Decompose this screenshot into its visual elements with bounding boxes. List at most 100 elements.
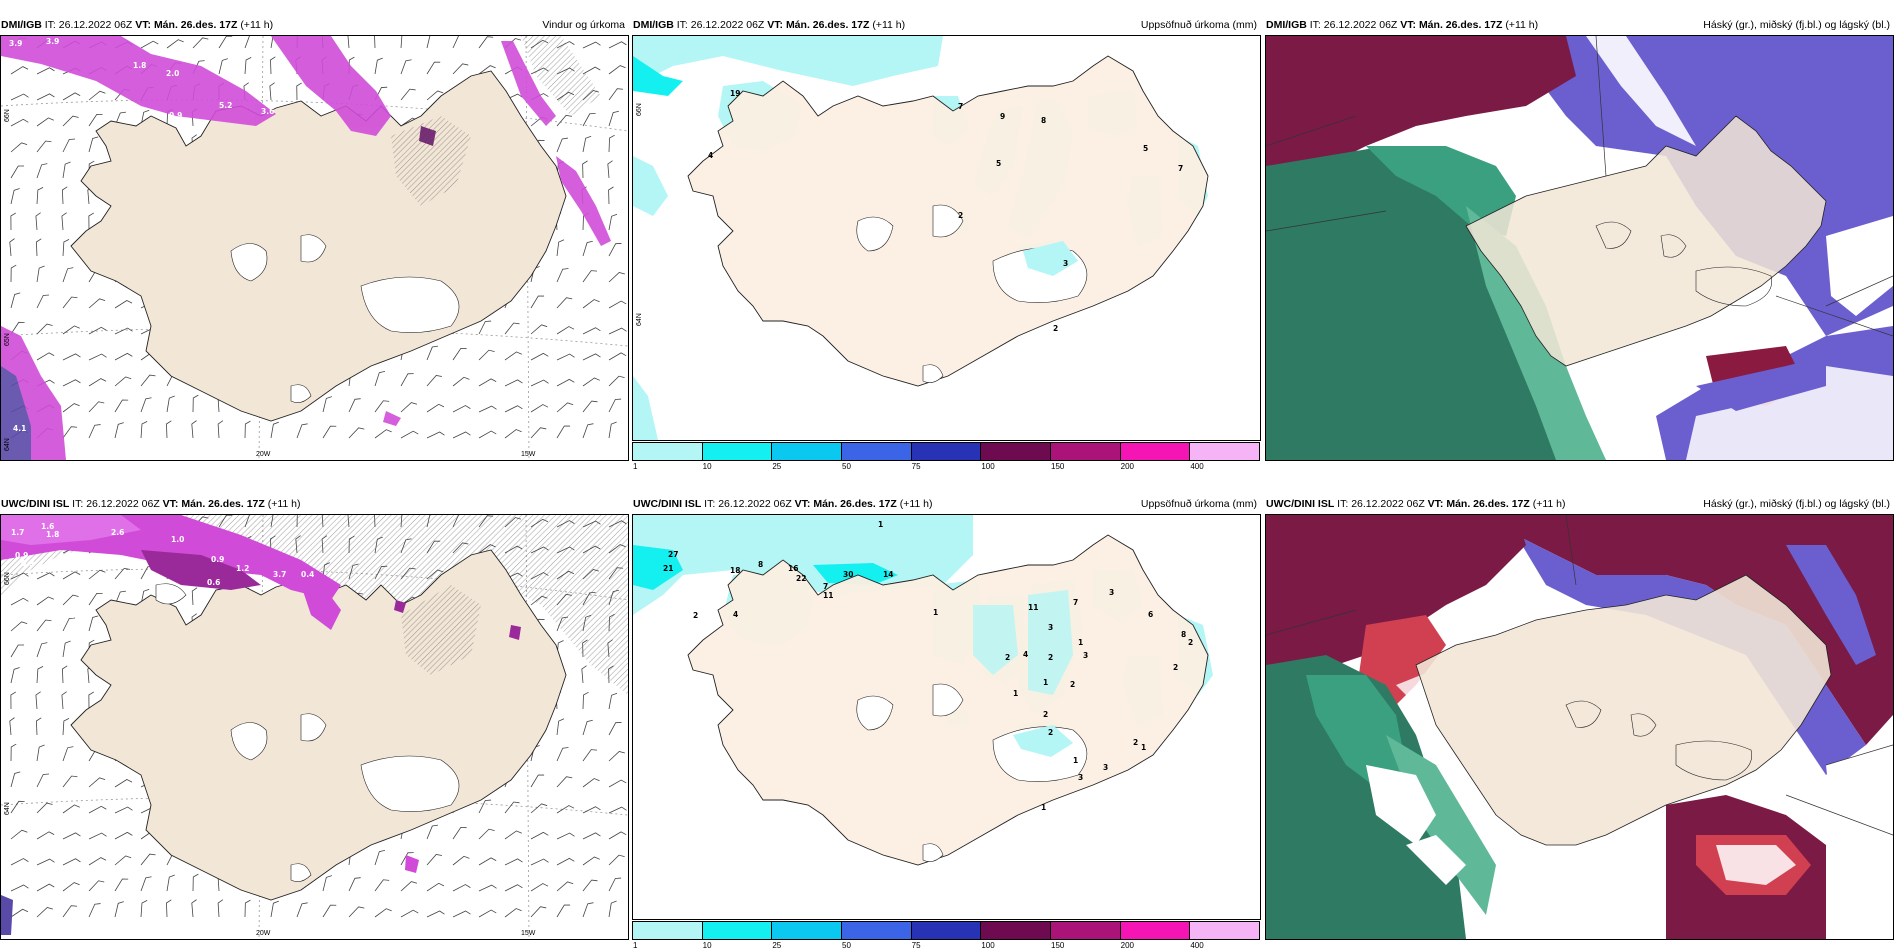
wind-barb xyxy=(10,66,29,75)
wind-barb xyxy=(88,903,101,918)
panel-header: DMI/IGB IT: 26.12.2022 06Z VT: Mán. 26.d… xyxy=(0,15,629,35)
wind-barb xyxy=(608,421,617,439)
wind-barb xyxy=(62,775,78,788)
legend-label: 10 xyxy=(702,941,712,950)
wind-barb xyxy=(581,665,587,684)
wind-barb xyxy=(61,212,67,231)
wind-barb xyxy=(530,906,547,918)
wind-barb xyxy=(140,853,156,866)
legend-swatch xyxy=(980,442,1051,461)
panel-uwc-clouds: UWC/DINI ISL IT: 26.12.2022 06Z VT: Mán.… xyxy=(1265,494,1894,940)
wind-barb xyxy=(114,855,132,866)
legend-swatch xyxy=(701,442,773,461)
accum-value: 16 xyxy=(788,564,798,573)
wind-barb xyxy=(556,114,572,127)
wind-barb xyxy=(530,379,549,387)
wind-barb xyxy=(35,691,41,710)
wind-barb xyxy=(348,877,361,892)
model-name: UWC/DINI ISL xyxy=(1,498,70,510)
wind-barb xyxy=(296,902,308,918)
wind-barb xyxy=(530,352,549,361)
product-title: Vindur og úrkoma xyxy=(542,19,625,31)
wind-barb xyxy=(88,569,106,580)
precip-value-labels: 1.7 1.6 1.8 0.9 0.9 2.6 1.0 0.9 1.2 3.7 … xyxy=(11,522,314,620)
legend-swatch xyxy=(771,442,842,461)
legend-label: 75 xyxy=(911,941,921,950)
wind-barb xyxy=(36,665,44,684)
accum-value: 6 xyxy=(1148,610,1153,619)
wind-barb xyxy=(140,421,148,439)
wind-barb xyxy=(530,427,547,439)
wind-barb xyxy=(217,899,224,918)
model-name: DMI/IGB xyxy=(1,19,42,31)
wind-barb xyxy=(556,402,574,413)
wind-barb xyxy=(36,744,45,762)
map-svg xyxy=(1266,515,1893,939)
wind-barb xyxy=(426,854,443,866)
lon-label: 20W xyxy=(256,451,271,458)
wind-barb xyxy=(140,40,159,49)
wind-barb xyxy=(10,800,25,814)
precip-value: 0.9 xyxy=(169,111,182,120)
accum-value: 3 xyxy=(1048,623,1053,632)
wind-barb xyxy=(530,883,549,892)
it-value: 26.12.2022 06Z xyxy=(690,19,765,31)
wind-barb xyxy=(452,910,471,918)
wind-barb xyxy=(62,353,81,361)
wind-barb xyxy=(347,36,353,49)
wind-barb xyxy=(166,39,184,49)
wind-barb xyxy=(426,403,445,413)
map-svg: 3.9 3.9 1.8 2.0 5.2 3.6 0.9 4.1 20W 15W … xyxy=(1,36,628,460)
wind-barb xyxy=(530,803,548,814)
lat-label: 66N xyxy=(4,109,11,122)
wind-barb xyxy=(582,41,601,49)
wind-barb xyxy=(36,883,55,892)
wind-barb xyxy=(218,36,233,49)
wind-barb xyxy=(608,134,615,153)
wind-barb xyxy=(608,352,627,361)
wind-barb xyxy=(88,136,99,153)
wind-barb xyxy=(322,396,333,413)
accum-value: 7 xyxy=(958,102,963,111)
wind-barb xyxy=(400,909,419,918)
panel-dmi-wind-precip: DMI/IGB IT: 26.12.2022 06Z VT: Mán. 26.d… xyxy=(0,15,629,461)
wind-barb xyxy=(88,805,107,814)
accum-value: 1 xyxy=(1073,756,1078,765)
wind-barb xyxy=(556,297,573,309)
wind-barb xyxy=(10,884,29,892)
legend-swatch xyxy=(1189,921,1260,940)
wind-barb xyxy=(504,830,522,840)
wind-barb xyxy=(608,722,622,736)
wind-barb xyxy=(504,429,522,439)
wind-barb xyxy=(400,373,414,387)
wind-barb xyxy=(88,326,107,335)
wind-barb xyxy=(62,92,81,101)
legend-swatch xyxy=(1050,442,1121,461)
accum-value: 5 xyxy=(1143,144,1148,153)
wind-barb xyxy=(140,109,150,127)
legend-swatch xyxy=(632,921,703,940)
wind-barb xyxy=(88,212,95,231)
accum-value: 1 xyxy=(1141,743,1146,752)
wind-barb xyxy=(608,854,625,866)
vt-value: Mán. 26.des. 17Z xyxy=(1418,19,1503,31)
accum-value: 4 xyxy=(733,610,738,619)
product-title: Uppsöfnuð úrkoma (mm) xyxy=(1140,498,1257,510)
wind-barb xyxy=(192,873,199,892)
vt-value: Mán. 26.des. 17Z xyxy=(813,498,897,510)
accum-value: 11 xyxy=(823,591,833,600)
wind-barb xyxy=(608,88,624,101)
lat-label: 64N xyxy=(4,438,11,451)
iceland-landmass xyxy=(1415,574,1832,846)
wind-barb xyxy=(582,66,601,75)
cloud-shading xyxy=(1266,515,1893,939)
product-title: Uppsöfnuð úrkoma (mm) xyxy=(1140,19,1257,31)
accum-value: 2 xyxy=(1133,738,1138,747)
wind-barb xyxy=(9,717,15,736)
wind-barb xyxy=(556,904,571,918)
color-legend: 1 10 25 50 75 100 150 200 400 xyxy=(632,921,1261,950)
wind-barb xyxy=(478,349,495,361)
wind-barb xyxy=(62,617,76,632)
wind-barb xyxy=(114,300,133,309)
wind-barb xyxy=(10,908,29,918)
